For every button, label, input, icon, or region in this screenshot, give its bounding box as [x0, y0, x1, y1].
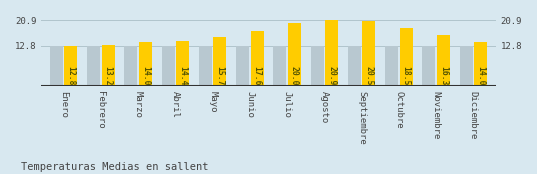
Bar: [139, 42, 152, 86]
Bar: [348, 46, 361, 86]
Bar: [50, 46, 63, 86]
Text: 17.6: 17.6: [252, 66, 262, 85]
Bar: [64, 46, 77, 86]
Bar: [125, 46, 137, 86]
Bar: [310, 46, 324, 86]
Bar: [474, 42, 487, 86]
Text: Temperaturas Medias en sallent: Temperaturas Medias en sallent: [21, 162, 209, 172]
Text: 20.0: 20.0: [290, 66, 299, 85]
Text: 16.3: 16.3: [439, 66, 448, 85]
Text: 18.5: 18.5: [402, 66, 411, 85]
Bar: [385, 46, 398, 86]
Bar: [87, 46, 100, 86]
Bar: [101, 45, 115, 86]
Bar: [288, 23, 301, 86]
Text: 14.0: 14.0: [141, 66, 150, 85]
Bar: [176, 41, 189, 86]
Text: 14.0: 14.0: [476, 66, 485, 85]
Text: 13.2: 13.2: [104, 66, 113, 85]
Bar: [251, 31, 264, 86]
Text: 20.5: 20.5: [364, 66, 373, 85]
Text: 20.9: 20.9: [327, 66, 336, 85]
Bar: [437, 35, 450, 86]
Bar: [236, 46, 249, 86]
Bar: [213, 37, 227, 86]
Text: 15.7: 15.7: [215, 66, 224, 85]
Bar: [273, 46, 286, 86]
Bar: [325, 20, 338, 86]
Bar: [199, 46, 212, 86]
Bar: [362, 21, 375, 86]
Text: 12.8: 12.8: [67, 66, 76, 85]
Bar: [162, 46, 175, 86]
Bar: [422, 46, 436, 86]
Bar: [400, 28, 412, 86]
Bar: [460, 46, 473, 86]
Text: 14.4: 14.4: [178, 66, 187, 85]
